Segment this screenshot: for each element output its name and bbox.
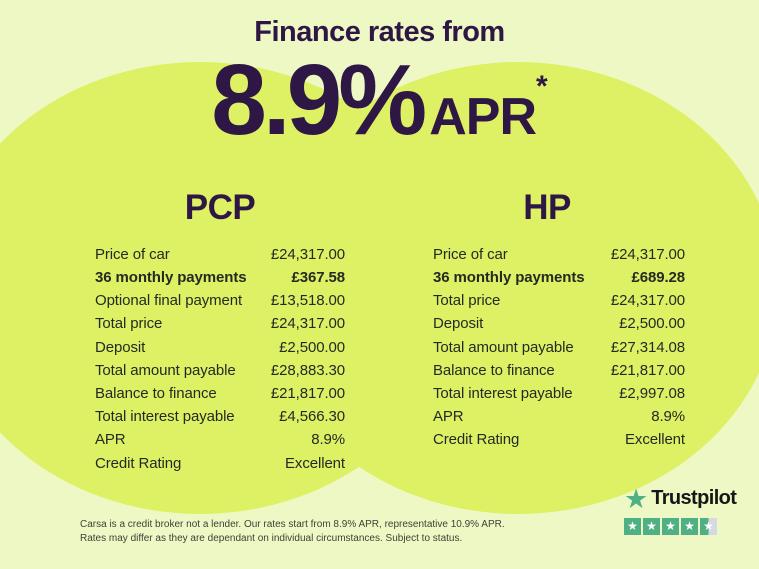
row-label: Deposit: [95, 338, 146, 356]
finance-row: 36 monthly payments £367.58: [95, 266, 345, 289]
hero-rate-line: 8.9% APR*: [0, 50, 759, 150]
row-label: Total interest payable: [433, 384, 573, 402]
finance-row: Total price £24,317.00: [433, 289, 685, 312]
star-icon: ★: [624, 518, 641, 535]
finance-row: Total price £24,317.00: [95, 312, 345, 335]
finance-row: Total amount payable £27,314.08: [433, 336, 685, 359]
row-value: £689.28: [631, 268, 685, 286]
row-label: Total price: [433, 292, 501, 310]
row-label: Credit Rating: [95, 454, 182, 472]
row-value: £21,817.00: [610, 361, 685, 379]
background-blob-right: [258, 62, 759, 514]
row-label: Total amount payable: [95, 361, 236, 379]
star-icon: ★: [662, 518, 679, 535]
trustpilot-wordmark: Trustpilot: [651, 487, 737, 509]
pcp-table: Price of car £24,317.00 36 monthly payment…: [95, 243, 345, 475]
finance-row: Deposit £2,500.00: [95, 336, 345, 359]
finance-row: Total interest payable £4,566.30: [95, 405, 345, 428]
hp-column: HP Price of car £24,317.00 36 monthly paym…: [433, 189, 685, 452]
finance-row: Total amount payable £28,883.30: [95, 359, 345, 382]
disclaimer-text: Carsa is a credit broker not a lender. O…: [80, 518, 550, 545]
finance-row: Balance to finance £21,817.00: [433, 359, 685, 382]
pcp-column: PCP Price of car £24,317.00 36 monthly pay…: [95, 188, 345, 475]
row-label: Balance to finance: [95, 384, 217, 402]
row-label: Balance to finance: [433, 361, 555, 379]
finance-row: Balance to finance £21,817.00: [95, 382, 345, 405]
row-label: Total price: [95, 315, 163, 333]
row-value: Excellent: [625, 431, 685, 449]
row-label: Deposit: [433, 315, 484, 333]
banner-title: Finance rates from: [254, 16, 505, 48]
row-label: 36 monthly payments: [95, 268, 247, 286]
row-value: £27,314.08: [610, 338, 685, 356]
trustpilot-star-icon: ★: [624, 483, 649, 514]
hero-apr-label: APR: [429, 88, 537, 146]
row-value: £24,317.00: [270, 245, 345, 263]
row-label: Credit Rating: [433, 431, 520, 449]
row-value: 8.9%: [651, 408, 685, 426]
row-label: Optional final payment: [95, 292, 243, 310]
hp-heading: HP: [523, 188, 571, 227]
row-value: £24,317.00: [610, 245, 685, 263]
finance-row: APR 8.9%: [95, 428, 345, 451]
row-value: 8.9%: [311, 431, 345, 449]
finance-row: Total interest payable £2,997.08: [433, 382, 685, 405]
row-label: Total amount payable: [433, 338, 574, 356]
hp-table: Price of car £24,317.00 36 monthly payment…: [433, 243, 685, 452]
star-icon: ★: [643, 518, 660, 535]
disclaimer-line-2: Rates may differ as they are dependant o…: [80, 532, 463, 544]
row-value: £21,817.00: [270, 384, 345, 402]
row-label: Price of car: [95, 245, 170, 263]
trustpilot-rating-stars: ★ ★ ★ ★ ★: [624, 518, 736, 535]
row-value: £2,500.00: [279, 338, 345, 356]
row-label: APR: [95, 431, 126, 449]
row-value: £2,500.00: [619, 315, 685, 333]
row-label: 36 monthly payments: [433, 268, 585, 286]
row-value: Excellent: [285, 454, 345, 472]
row-value: £2,997.08: [619, 384, 685, 402]
row-value: £28,883.30: [270, 361, 345, 379]
row-value: £24,317.00: [610, 292, 685, 310]
row-value: £13,518.00: [270, 292, 345, 310]
hero-rate: 8.9%: [211, 44, 427, 156]
finance-row: Price of car £24,317.00: [95, 243, 345, 266]
finance-row: Deposit £2,500.00: [433, 312, 685, 335]
finance-row: Price of car £24,317.00: [433, 243, 685, 266]
row-value: £367.58: [291, 268, 345, 286]
row-label: Total interest payable: [95, 408, 235, 426]
finance-row: Credit Rating Excellent: [433, 428, 685, 451]
row-value: £4,566.30: [279, 408, 345, 426]
row-value: £24,317.00: [270, 315, 345, 333]
pcp-heading: PCP: [184, 188, 256, 227]
finance-row: APR 8.9%: [433, 405, 685, 428]
row-label: Price of car: [433, 245, 508, 263]
disclaimer-line-1: Carsa is a credit broker not a lender. O…: [80, 519, 505, 530]
star-icon: ★: [700, 518, 717, 535]
finance-row: 36 monthly payments £689.28: [433, 266, 685, 289]
trustpilot-badge[interactable]: ★ Trustpilot ★ ★ ★ ★ ★: [624, 483, 737, 535]
finance-row: Optional final payment £13,518.00: [95, 289, 345, 312]
hero-asterisk: *: [536, 70, 548, 103]
star-icon: ★: [681, 518, 698, 535]
trustpilot-logo: ★ Trustpilot: [624, 483, 737, 514]
row-label: APR: [433, 408, 464, 426]
finance-row: Credit Rating Excellent: [95, 452, 345, 475]
